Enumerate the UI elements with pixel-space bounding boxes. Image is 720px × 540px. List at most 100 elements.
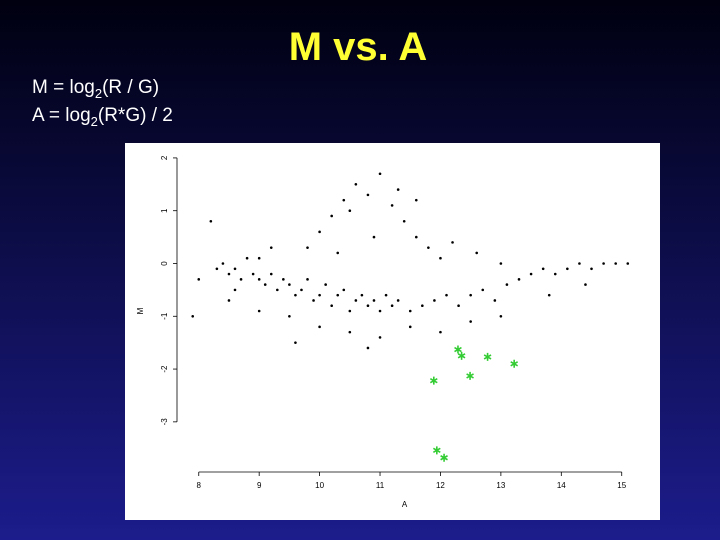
point [276,288,279,292]
point [427,246,430,249]
point [348,309,352,313]
y-tick-label: -2 [160,365,169,373]
point [191,314,195,318]
x-axis-label: A [402,500,408,509]
point [239,278,243,281]
formula: A = log2(R*G) / 2 [32,105,173,129]
x-tick-label: 10 [315,481,324,490]
star-point [483,352,492,361]
y-tick-label: -3 [160,418,169,426]
star-point [510,359,519,368]
point [372,235,376,239]
formula-subscript: 2 [95,86,102,101]
x-tick-label: 15 [617,481,626,490]
point [354,299,358,302]
star-point [429,376,438,385]
formula: M = log2(R / G) [32,77,159,101]
point [614,262,617,265]
point [306,246,309,249]
star-point [454,345,462,354]
point [421,304,424,308]
point [626,262,630,265]
y-tick-label: 0 [160,261,169,266]
point [330,214,333,218]
point [318,325,321,329]
point [263,283,267,286]
x-tick-label: 9 [257,481,262,490]
point [493,299,497,302]
star-point [432,446,441,455]
star-point [440,453,448,462]
point [529,272,533,276]
point [505,283,509,286]
point [336,293,340,297]
x-tick-label: 8 [197,481,202,490]
point [257,256,261,260]
point [245,256,249,260]
point [294,293,297,297]
point [566,267,569,271]
point [384,293,388,297]
formula-text: (R / G) [102,77,159,98]
point [348,209,352,213]
point [197,278,201,281]
point [396,299,400,302]
point [439,330,442,334]
point [300,288,303,292]
point [475,251,479,255]
point [257,309,261,313]
point [378,309,382,313]
point [414,235,418,239]
plot-panel [125,143,660,520]
x-tick-label: 14 [557,481,566,490]
point [396,188,400,191]
formula-text: (R*G) / 2 [98,105,173,126]
point [257,278,261,281]
point [408,309,412,313]
point [342,198,346,202]
point [269,246,273,249]
point [584,283,587,286]
point [578,262,581,265]
y-tick-label: 1 [160,208,169,213]
point [469,320,472,323]
point [366,304,370,308]
x-tick-label: 13 [496,481,505,490]
point [318,293,321,297]
point [451,241,454,244]
star-point [466,371,474,380]
point [324,283,327,286]
point [294,341,297,344]
point [372,299,376,302]
point [209,219,213,223]
point [269,272,273,276]
point [348,330,352,334]
point [433,299,436,302]
point [457,304,460,308]
point [517,278,521,281]
point [499,314,503,318]
point [390,304,394,308]
point [378,172,382,176]
point [233,288,237,292]
point [602,262,605,265]
point [590,267,593,271]
point [414,198,418,202]
x-tick-label: 12 [436,481,445,490]
point [288,283,291,286]
point [288,314,291,318]
point [445,293,448,297]
slide-title: M vs. A [289,25,428,69]
point [366,346,370,350]
formula-subscript: 2 [91,114,98,129]
point [342,288,346,292]
point [481,288,485,292]
y-tick-label: -1 [160,312,169,320]
star-point [457,351,466,360]
point [402,219,406,223]
point [306,278,309,281]
point [390,204,394,207]
point [366,193,370,197]
point [215,267,219,271]
